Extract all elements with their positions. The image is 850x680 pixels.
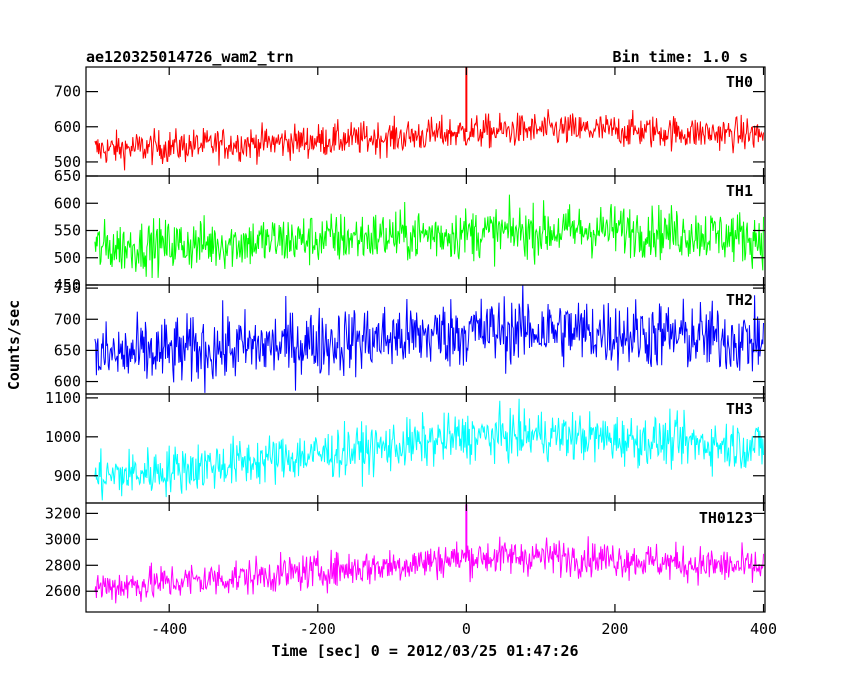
x-tick-label-1: -200: [300, 620, 336, 638]
y-tick-label-th0123-1: 2800: [45, 556, 81, 574]
panel-label-th2: TH2: [726, 291, 753, 309]
y-tick-label-th1-2: 550: [54, 222, 81, 240]
panel-label-th3: TH3: [726, 400, 753, 418]
y-tick-label-th0123-0: 2600: [45, 582, 81, 600]
x-tick-label-0: -400: [151, 620, 187, 638]
panels-group: 500 600 700 TH0 450 500 550 600 650 TH1 600 650 700 7…: [45, 66, 777, 638]
y-tick-label-th3-0: 900: [54, 467, 81, 485]
y-tick-label-th1-4: 650: [54, 167, 81, 185]
series-line-th1: [94, 194, 764, 279]
y-tick-label-th2-1: 650: [54, 341, 81, 359]
bin-time-label: Bin time: 1.0 s: [613, 48, 748, 66]
y-tick-label-th2-2: 700: [54, 310, 81, 328]
x-tick-label-4: 400: [750, 620, 777, 638]
x-tick-label-2: 0: [462, 620, 471, 638]
y-tick-label-th1-1: 500: [54, 249, 81, 267]
panel-frame-th0123: [85, 502, 766, 613]
y-tick-label-th0-1: 600: [54, 118, 81, 136]
y-tick-label-th1-3: 600: [54, 194, 81, 212]
panel-label-th0: TH0: [726, 73, 753, 91]
panel-label-th1: TH1: [726, 182, 753, 200]
y-tick-label-th2-0: 600: [54, 373, 81, 391]
series-line-th3: [94, 398, 764, 501]
y-tick-label-th3-1: 1000: [45, 428, 81, 446]
series-line-th2: [94, 285, 764, 393]
y-tick-label-th0-2: 700: [54, 83, 81, 101]
source-title: ae120325014726_wam2_trn: [86, 48, 294, 66]
y-tick-label-th2-3: 750: [54, 279, 81, 297]
y-tick-label-th3-2: 1100: [45, 389, 81, 407]
y-tick-label-th1-0: 450: [54, 276, 81, 294]
series-line-th0123: [94, 536, 764, 604]
panel-label-th0123: TH0123: [699, 509, 753, 527]
x-axis-label: Time [sec] 0 = 2012/03/25 01:47:26: [271, 642, 578, 660]
y-tick-label-th0123-2: 3000: [45, 530, 81, 548]
y-axis-label: Counts/sec: [5, 300, 23, 390]
y-tick-label-th0123-3: 3200: [45, 504, 81, 522]
y-tick-label-th0-0: 500: [54, 153, 81, 171]
series-line-th0: [94, 109, 764, 171]
panel-frame-th0: [85, 66, 766, 177]
x-tick-label-3: 200: [601, 620, 628, 638]
